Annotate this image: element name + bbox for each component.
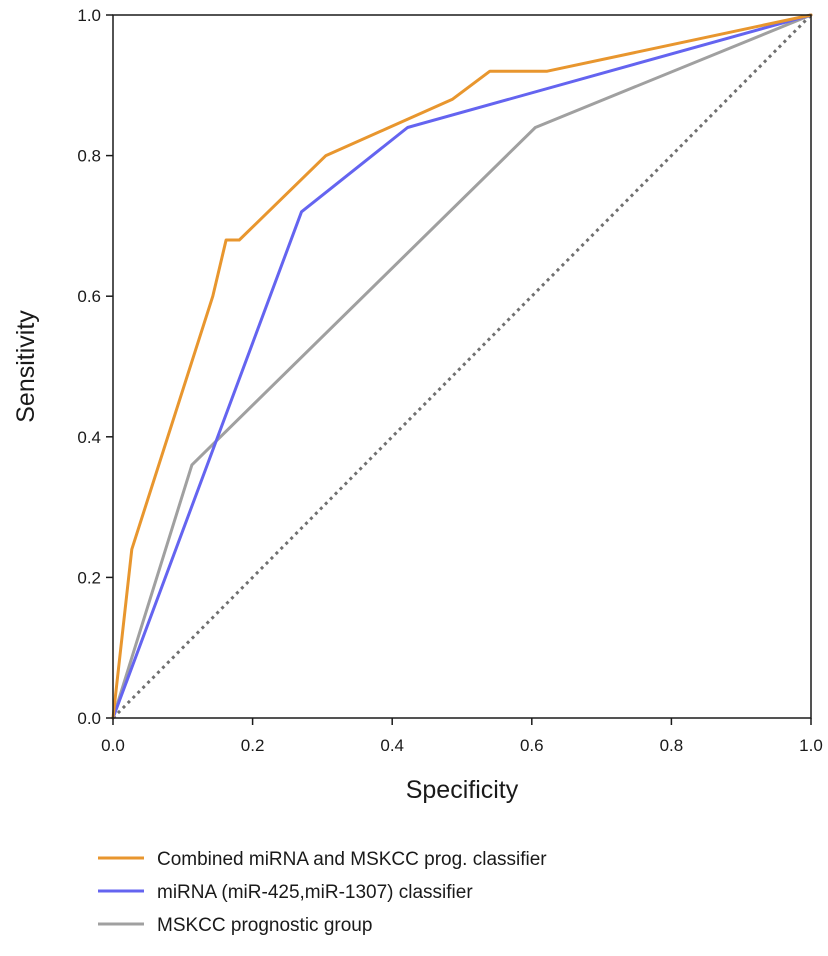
- y-axis-title: Sensitivity: [12, 310, 40, 423]
- series-line-1: [111, 13, 813, 720]
- y-tick-label: 0.2: [77, 568, 101, 587]
- plot-frame: [112, 14, 812, 719]
- y-tick-label: 0.0: [77, 709, 101, 728]
- series-line-2: [111, 13, 813, 720]
- x-axis-title: Specificity: [406, 776, 519, 804]
- series-layer: [111, 13, 813, 720]
- legend-label-3: MSKCC prognostic group: [157, 915, 372, 936]
- legend: Combined miRNA and MSKCC prog. classifie…: [98, 849, 547, 936]
- legend-label-2: miRNA (miR-425,miR-1307) classifier: [157, 882, 473, 903]
- x-tick-label: 0.6: [520, 736, 544, 755]
- y-tick-label: 0.6: [77, 287, 101, 306]
- x-axis: 0.0 0.2 0.4 0.6 0.8 1.0: [101, 718, 823, 755]
- legend-label-1: Combined miRNA and MSKCC prog. classifie…: [157, 849, 547, 870]
- series-line-3: [111, 13, 813, 720]
- x-tick-label: 0.2: [241, 736, 265, 755]
- x-tick-label: 0.0: [101, 736, 125, 755]
- y-tick-label: 1.0: [77, 6, 101, 25]
- y-tick-label: 0.8: [77, 147, 101, 166]
- y-tick-label: 0.4: [77, 428, 101, 447]
- x-tick-label: 0.4: [380, 736, 404, 755]
- x-tick-label: 0.8: [660, 736, 684, 755]
- y-axis: 0.0 0.2 0.4 0.6 0.8 1.0: [77, 6, 113, 728]
- x-tick-label: 1.0: [799, 736, 823, 755]
- reference-diagonal-line: [111, 13, 813, 720]
- reference-layer: [111, 13, 813, 720]
